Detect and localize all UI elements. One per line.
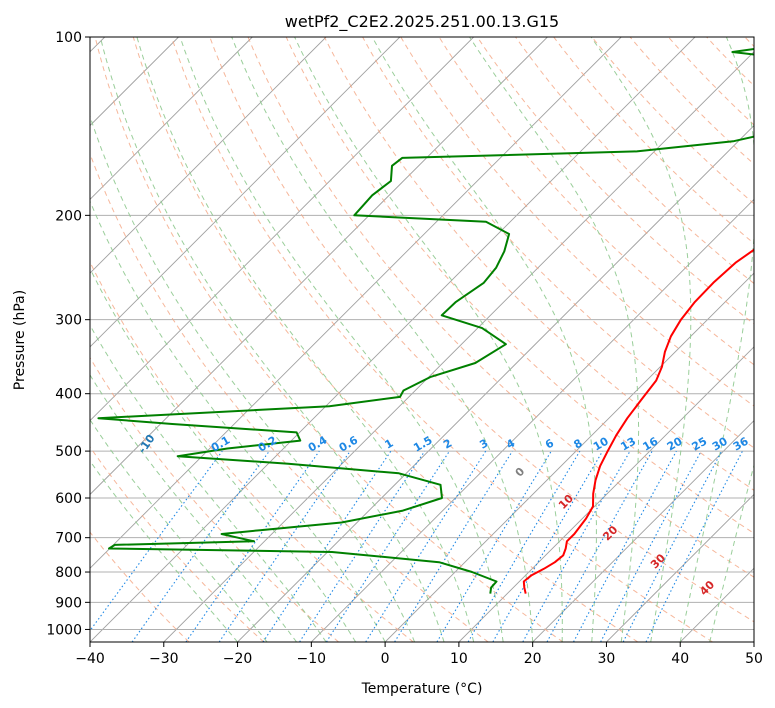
isotherm-line bbox=[90, 37, 401, 348]
mixing-ratio-line bbox=[522, 450, 631, 642]
dry-adiabats bbox=[90, 24, 775, 642]
x-tick-label: −30 bbox=[149, 651, 179, 667]
isotherm-line bbox=[90, 37, 622, 569]
mixing-ratio-line bbox=[325, 450, 450, 642]
mixing-ratio-lines bbox=[90, 450, 743, 642]
x-tick-label: −10 bbox=[297, 651, 327, 667]
moist-adiabat bbox=[231, 37, 534, 642]
moist-adiabat bbox=[179, 37, 504, 642]
plot-area bbox=[90, 37, 754, 642]
isotherm-line bbox=[163, 51, 754, 642]
dry-adiabat bbox=[770, 24, 775, 642]
mixing-ratio-line bbox=[546, 450, 653, 642]
moist-adiabat bbox=[136, 37, 475, 642]
mixing-ratio-line bbox=[299, 450, 426, 642]
moist-adiabat bbox=[90, 267, 357, 642]
y-tick-label: 1000 bbox=[46, 622, 82, 638]
dry-adiabat bbox=[132, 37, 639, 642]
x-tick-label: 20 bbox=[524, 651, 542, 667]
moist-adiabat bbox=[99, 37, 445, 642]
isotherms bbox=[90, 37, 754, 642]
moist-adiabat bbox=[90, 373, 297, 642]
moist-adiabat bbox=[90, 324, 327, 642]
isotherm-line bbox=[90, 37, 548, 496]
dry-adiabat bbox=[94, 37, 564, 642]
y-tick-label: 200 bbox=[55, 208, 82, 224]
x-axis: −40 −30 −20 −10 0 10 20 30 40 50 bbox=[75, 642, 763, 667]
mixing-ratio-line bbox=[573, 450, 677, 642]
x-tick-label: 50 bbox=[745, 651, 763, 667]
y-tick-label: 100 bbox=[55, 30, 82, 46]
mixing-ratio-line bbox=[90, 450, 223, 632]
chart-title: wetPf2_C2E2.2025.251.00.13.G15 bbox=[285, 12, 559, 32]
plot-frame bbox=[89, 36, 755, 643]
dewpoint-line bbox=[97, 47, 754, 594]
x-tick-label: −20 bbox=[223, 651, 253, 667]
isotherm-line bbox=[237, 124, 754, 642]
isotherm-line bbox=[90, 37, 253, 200]
y-tick-label: 800 bbox=[55, 565, 82, 581]
mixing-ratio-line bbox=[131, 450, 270, 642]
moist-adiabat bbox=[90, 200, 386, 642]
isotherm-line bbox=[532, 420, 754, 642]
x-axis-label: Temperature (°C) bbox=[361, 681, 483, 697]
mixing-ratio-line bbox=[394, 450, 513, 642]
dry-adiabat bbox=[400, 37, 754, 407]
dry-adiabat bbox=[323, 37, 754, 491]
dry-adiabat bbox=[438, 37, 754, 366]
isotherm-line bbox=[606, 493, 754, 642]
y-tick-label: 300 bbox=[55, 313, 82, 329]
y-tick-label: 900 bbox=[55, 595, 82, 611]
moist-adiabat bbox=[90, 114, 416, 642]
isotherm-line bbox=[90, 37, 474, 422]
moist-adiabat bbox=[469, 37, 640, 642]
y-tick-label: 400 bbox=[55, 387, 82, 403]
y-tick-label: 700 bbox=[55, 531, 82, 547]
mixing-ratio-line bbox=[645, 450, 743, 642]
dry-adiabat bbox=[514, 37, 754, 285]
dry-adiabat bbox=[90, 260, 414, 642]
y-axis-label: Pressure (hPa) bbox=[12, 290, 28, 390]
mixing-ratio-line bbox=[218, 450, 351, 642]
x-tick-label: −40 bbox=[75, 651, 105, 667]
y-axis: 100 200 300 400 500 600 700 800 900 1000 bbox=[46, 30, 90, 638]
dry-adiabat bbox=[285, 37, 754, 534]
dry-adiabat bbox=[90, 356, 339, 642]
y-tick-label: 500 bbox=[55, 444, 82, 460]
isotherm-line bbox=[753, 641, 754, 642]
x-tick-label: 10 bbox=[450, 651, 468, 667]
isotherm-line bbox=[90, 37, 696, 642]
dry-adiabat bbox=[247, 37, 754, 578]
x-tick-label: 30 bbox=[598, 651, 616, 667]
isotherm-line bbox=[458, 346, 754, 642]
moist-adiabats bbox=[90, 37, 754, 642]
y-tick-label: 600 bbox=[55, 491, 82, 507]
moist-adiabat bbox=[590, 37, 692, 642]
mixing-ratio-line bbox=[262, 450, 392, 642]
isotherm-line bbox=[90, 37, 327, 274]
x-tick-label: 40 bbox=[671, 651, 689, 667]
mixing-ratio-line bbox=[185, 450, 320, 642]
x-tick-label: 0 bbox=[381, 651, 390, 667]
series-lines bbox=[97, 47, 754, 594]
moist-adiabat bbox=[90, 460, 238, 642]
moist-adiabat bbox=[294, 37, 563, 642]
moist-adiabat bbox=[90, 418, 268, 642]
isotherm-line bbox=[384, 272, 754, 642]
temperature-line bbox=[522, 248, 754, 594]
